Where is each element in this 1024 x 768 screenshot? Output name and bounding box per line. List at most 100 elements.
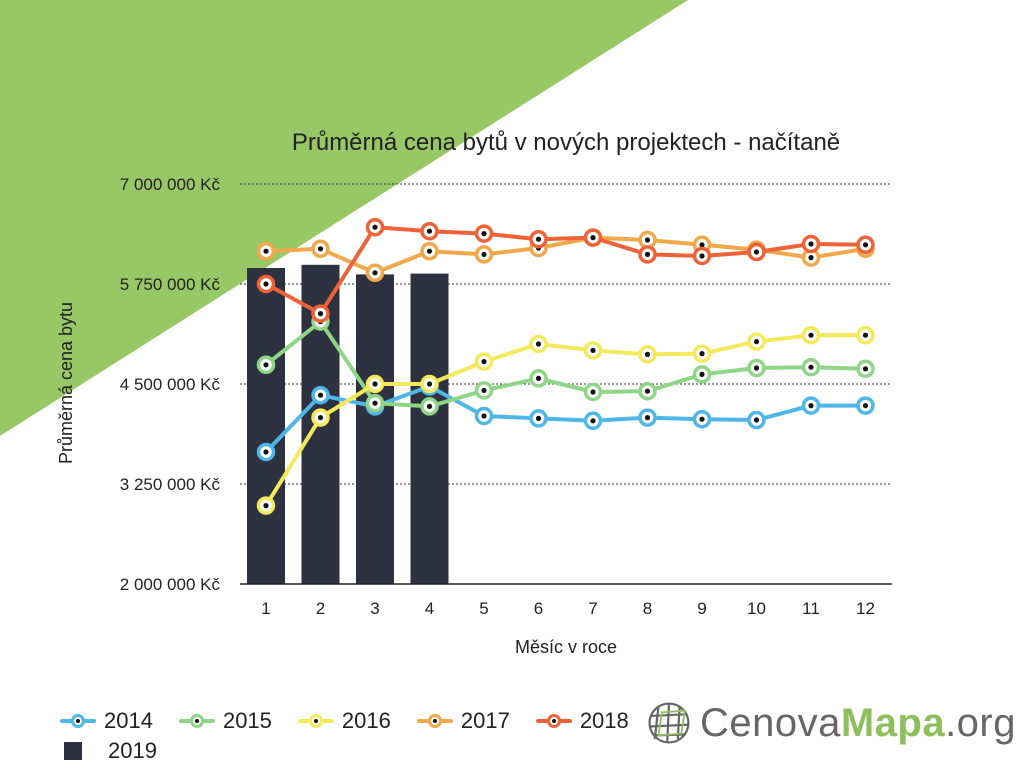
x-tick-label: 2 xyxy=(316,599,325,618)
data-point-center xyxy=(372,400,378,406)
data-point-center xyxy=(590,389,596,395)
data-point-center xyxy=(263,449,269,455)
data-point-center xyxy=(699,242,705,248)
data-point-center xyxy=(263,362,269,368)
data-point-center xyxy=(372,381,378,387)
data-point-center xyxy=(426,228,433,234)
x-tick-label: 4 xyxy=(425,599,434,618)
logo-text-cenova: Cenova xyxy=(699,700,841,745)
data-point-center xyxy=(644,237,651,243)
data-point-center xyxy=(426,248,433,254)
legend-item-2017: 2017 xyxy=(416,708,510,734)
x-axis-label: Měsíc v roce xyxy=(515,637,617,657)
data-point-center xyxy=(372,270,378,276)
data-point-center xyxy=(481,231,487,237)
data-point-center xyxy=(699,371,705,377)
bar-2019 xyxy=(410,273,449,584)
logo-text-mapa: Mapa xyxy=(840,700,946,745)
legend-label-2015: 2015 xyxy=(222,708,272,733)
cenovamapa-logo: CenovaMapa.org xyxy=(646,688,1016,758)
data-point-center xyxy=(753,417,760,423)
series-2016 xyxy=(256,325,875,515)
data-point-center xyxy=(481,413,487,419)
legend-row-bars: 2019 xyxy=(60,736,620,766)
legend-line-marker xyxy=(60,712,96,730)
data-point-center xyxy=(862,366,869,372)
logo-text: CenovaMapa.org xyxy=(700,701,1016,746)
data-point-center xyxy=(644,388,651,394)
series-line-2018 xyxy=(264,225,868,316)
data-point-center xyxy=(644,415,651,421)
x-tick-label: 7 xyxy=(588,599,597,618)
legend-item-2019: 2019 xyxy=(60,738,157,764)
data-point-center xyxy=(317,415,324,421)
legend-line-marker xyxy=(297,712,334,730)
data-point-center xyxy=(317,246,324,252)
legend-item-2018: 2018 xyxy=(535,708,629,734)
data-point-center xyxy=(808,332,814,338)
data-point-center xyxy=(426,381,433,387)
data-point-center xyxy=(753,339,760,345)
legend-label-2016: 2016 xyxy=(341,708,391,733)
data-point-center xyxy=(317,392,324,398)
legend: 2014 2015 2016 2017 2018 2019 xyxy=(60,706,629,766)
y-tick-label: 2 000 000 Kč xyxy=(120,575,221,594)
y-tick-label: 5 750 000 Kč xyxy=(120,275,221,294)
data-point-center xyxy=(862,332,869,338)
data-point-center xyxy=(753,365,760,371)
x-tick-label: 11 xyxy=(802,599,820,618)
series-lines xyxy=(256,217,875,515)
x-tick-label: 9 xyxy=(697,599,706,618)
data-point-center xyxy=(808,364,814,370)
x-tick-label: 8 xyxy=(643,599,652,618)
chart-title: Průměrná cena bytů v nových projektech -… xyxy=(292,129,840,156)
data-point-center xyxy=(426,403,433,409)
logo-text-org: .org xyxy=(945,700,1016,745)
legend-label-2018: 2018 xyxy=(579,708,629,733)
data-point-center xyxy=(590,418,596,424)
data-point-center xyxy=(808,403,814,409)
legend-label-2019: 2019 xyxy=(108,738,157,763)
x-tick-label: 12 xyxy=(856,599,875,618)
data-point-center xyxy=(481,251,487,257)
data-point-center xyxy=(317,311,324,317)
y-tick-label: 4 500 000 Kč xyxy=(120,375,221,394)
data-point-center xyxy=(263,503,269,509)
legend-line-marker xyxy=(416,712,453,730)
data-point-center xyxy=(644,351,651,357)
x-tick-label: 3 xyxy=(370,599,379,618)
legend-label-2014: 2014 xyxy=(104,708,153,733)
bars-2019 xyxy=(247,264,449,584)
series-2015 xyxy=(256,312,875,416)
data-point-center xyxy=(644,251,651,257)
legend-line-marker xyxy=(178,712,215,730)
bar-2019 xyxy=(247,268,285,584)
data-point-center xyxy=(862,403,869,409)
x-axis-ticks: 1 2 3 4 5 6 7 8 9 10 11 12 xyxy=(261,599,875,618)
y-axis-label: Průměrná cena bytu xyxy=(56,302,76,464)
data-point-center xyxy=(590,347,596,353)
data-point-center xyxy=(535,415,542,421)
legend-item-2015: 2015 xyxy=(178,708,272,734)
data-point-center xyxy=(372,224,378,230)
data-point-center xyxy=(481,387,487,393)
data-point-center xyxy=(753,249,760,255)
globe-grid-icon xyxy=(648,702,690,744)
data-point-center xyxy=(699,253,705,259)
series-2014 xyxy=(256,377,875,462)
data-point-center xyxy=(481,359,487,365)
data-point-center xyxy=(535,341,542,347)
y-tick-label: 3 250 000 Kč xyxy=(120,475,221,494)
data-point-center xyxy=(590,235,596,241)
data-point-center xyxy=(535,236,542,242)
x-tick-label: 10 xyxy=(747,599,766,618)
data-point-center xyxy=(263,281,269,287)
legend-item-2016: 2016 xyxy=(297,708,391,734)
data-point-center xyxy=(263,248,269,254)
y-tick-label: 7 000 000 Kč xyxy=(120,175,221,194)
series-2018 xyxy=(256,217,875,323)
data-point-center xyxy=(699,351,705,357)
data-point-center xyxy=(535,375,542,381)
